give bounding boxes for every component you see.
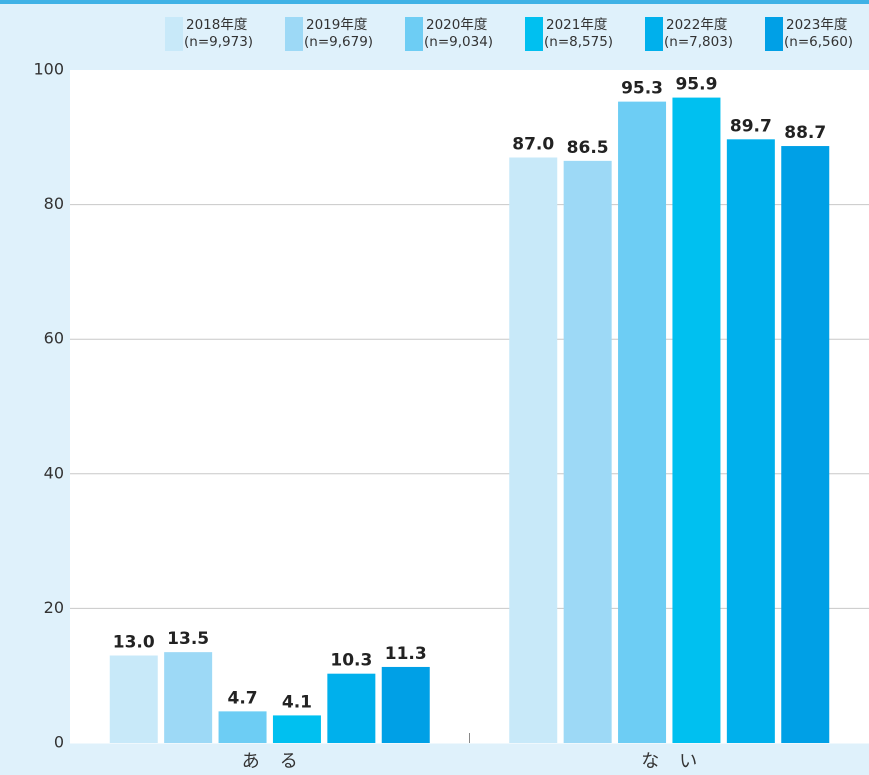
legend-swatch — [525, 17, 543, 51]
bar — [618, 101, 667, 744]
legend-n: (n=9,034) — [424, 34, 493, 50]
legend-n: (n=6,560) — [784, 34, 853, 50]
legend-label: 2019年度 — [306, 17, 367, 33]
value-label: 4.1 — [282, 692, 312, 712]
bar — [563, 160, 612, 744]
value-label: 95.9 — [675, 75, 717, 95]
y-tick-label: 20 — [44, 598, 64, 617]
legend-label: 2021年度 — [546, 17, 607, 33]
legend-n: (n=9,679) — [304, 34, 373, 50]
value-label: 89.7 — [730, 116, 772, 136]
value-label: 87.0 — [512, 134, 554, 154]
legend-label: 2023年度 — [786, 17, 847, 33]
legend-swatch — [285, 17, 303, 51]
value-label: 13.0 — [113, 633, 155, 653]
bar — [109, 655, 158, 743]
value-label: 86.5 — [567, 138, 609, 158]
x-tick-label: ない — [641, 751, 717, 772]
y-tick-label: 40 — [44, 463, 64, 482]
legend-label: 2020年度 — [426, 17, 487, 33]
bar — [272, 715, 321, 743]
top-strip — [0, 0, 869, 4]
value-label: 88.7 — [784, 123, 826, 143]
y-tick-label: 80 — [44, 194, 64, 213]
bar — [781, 146, 830, 743]
bar — [672, 97, 721, 743]
bar — [164, 652, 213, 743]
value-label: 11.3 — [385, 644, 427, 664]
legend-label: 2018年度 — [186, 17, 247, 33]
y-tick-label: 100 — [33, 60, 64, 79]
value-label: 4.7 — [227, 688, 257, 708]
x-tick-label: ある — [242, 751, 318, 772]
value-label: 10.3 — [330, 651, 372, 671]
legend-n: (n=8,575) — [544, 34, 613, 50]
bar — [218, 711, 267, 743]
legend-label: 2022年度 — [666, 17, 727, 33]
legend-n: (n=7,803) — [664, 34, 733, 50]
bar — [726, 139, 775, 744]
legend-swatch — [645, 17, 663, 51]
value-label: 95.3 — [621, 79, 663, 99]
y-tick-label: 60 — [44, 329, 64, 348]
bar — [327, 673, 376, 743]
legend-swatch — [165, 17, 183, 51]
legend-swatch — [405, 17, 423, 51]
legend-n: (n=9,973) — [184, 34, 253, 50]
bar — [509, 157, 558, 744]
bar — [381, 666, 430, 743]
legend-swatch — [765, 17, 783, 51]
value-label: 13.5 — [167, 629, 209, 649]
y-tick-label: 0 — [54, 733, 64, 752]
